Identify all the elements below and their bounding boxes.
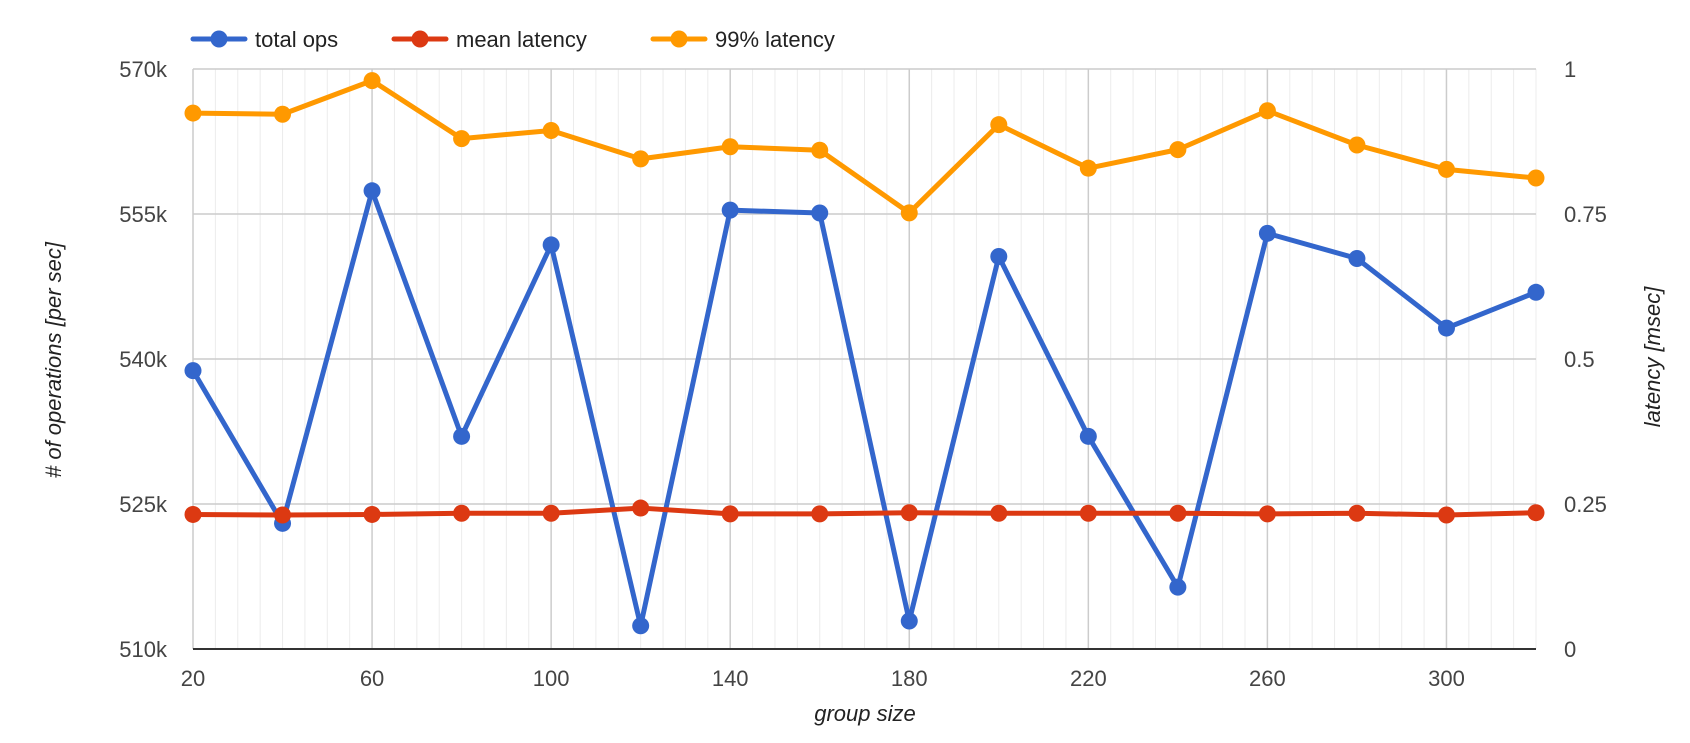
- x-tick-label: 300: [1428, 666, 1465, 691]
- data-point-total-ops: [184, 362, 202, 380]
- series-line-99-latency: [190, 78, 1539, 216]
- data-point-mean-latency: [1079, 504, 1097, 522]
- data-point-mean-latency: [721, 505, 739, 523]
- legend-label: total ops: [255, 27, 338, 52]
- series-line-mean-latency: [190, 505, 1539, 518]
- series-line-total-ops: [190, 188, 1539, 629]
- data-point-99-latency: [632, 150, 650, 168]
- data-point-mean-latency: [1437, 506, 1455, 524]
- legend-marker: [670, 30, 688, 48]
- legend-label: mean latency: [456, 27, 587, 52]
- data-point-99-latency: [1348, 136, 1366, 154]
- data-point-99-latency: [1527, 169, 1545, 187]
- y-axis-title: # of operations [per sec]: [41, 241, 66, 478]
- data-point-mean-latency: [1348, 504, 1366, 522]
- y-tick-label: 555k: [119, 202, 168, 227]
- data-point-mean-latency: [1169, 504, 1187, 522]
- series-layer: [184, 72, 1545, 635]
- legend-item-mean-latency: mean latency: [391, 27, 587, 52]
- grid-layer: [192, 68, 1537, 649]
- data-point-99-latency: [900, 204, 918, 222]
- y-tick-label: 570k: [119, 57, 168, 82]
- axis-layer: 20 60 100 140 180 220 260 300 510k 525k 540k 555k 57…: [119, 57, 1607, 691]
- legend-label: 99% latency: [715, 27, 835, 52]
- data-point-99-latency: [1169, 141, 1187, 159]
- y2-tick-label: 0.25: [1564, 492, 1607, 517]
- data-point-total-ops: [1527, 283, 1545, 301]
- data-point-total-ops: [721, 201, 739, 219]
- data-point-99-latency: [1258, 102, 1276, 120]
- y-tick-label: 540k: [119, 347, 168, 372]
- y2-tick-label: 1: [1564, 57, 1576, 82]
- legend-marker: [411, 30, 429, 48]
- data-point-99-latency: [363, 72, 381, 90]
- data-point-mean-latency: [990, 504, 1008, 522]
- data-point-mean-latency: [542, 504, 560, 522]
- data-point-mean-latency: [811, 505, 829, 523]
- data-point-99-latency: [542, 121, 560, 139]
- data-point-mean-latency: [274, 506, 292, 524]
- data-point-total-ops: [542, 236, 560, 254]
- data-point-mean-latency: [632, 499, 650, 517]
- y2-tick-label: 0: [1564, 637, 1576, 662]
- legend: total ops mean latency 99% latency: [190, 27, 835, 52]
- series-mean-latency: [184, 499, 1545, 524]
- data-point-mean-latency: [363, 505, 381, 523]
- x-tick-label: 260: [1249, 666, 1286, 691]
- x-tick-label: 220: [1070, 666, 1107, 691]
- x-axis-title: group size: [814, 701, 916, 726]
- data-point-99-latency: [274, 105, 292, 123]
- legend-item-total-ops: total ops: [190, 27, 338, 52]
- data-point-total-ops: [453, 427, 471, 445]
- legend-item-99-latency: 99% latency: [650, 27, 835, 52]
- data-point-mean-latency: [184, 505, 202, 523]
- data-point-total-ops: [363, 182, 381, 200]
- y2-tick-label: 0.5: [1564, 347, 1595, 372]
- data-point-99-latency: [721, 138, 739, 156]
- data-point-total-ops: [1437, 319, 1455, 337]
- y2-tick-label: 0.75: [1564, 202, 1607, 227]
- data-point-mean-latency: [1527, 504, 1545, 522]
- x-tick-label: 140: [712, 666, 749, 691]
- data-point-total-ops: [1079, 427, 1097, 445]
- x-tick-label: 60: [360, 666, 384, 691]
- x-tick-label: 100: [533, 666, 570, 691]
- data-point-total-ops: [1348, 249, 1366, 267]
- x-tick-label: 180: [891, 666, 928, 691]
- data-point-total-ops: [632, 617, 650, 635]
- data-point-total-ops: [990, 248, 1008, 266]
- data-point-99-latency: [990, 116, 1008, 134]
- data-point-total-ops: [900, 612, 918, 630]
- series-total-ops: [184, 182, 1545, 635]
- x-tick-label: 20: [181, 666, 205, 691]
- series-99-latency: [184, 72, 1545, 222]
- y2-axis-title: latency [msec]: [1640, 286, 1665, 427]
- data-point-99-latency: [184, 104, 202, 122]
- data-point-total-ops: [811, 204, 829, 222]
- legend-marker: [210, 30, 228, 48]
- y-tick-label: 510k: [119, 637, 168, 662]
- data-point-99-latency: [811, 141, 829, 159]
- data-point-total-ops: [1169, 578, 1187, 596]
- data-point-99-latency: [1079, 159, 1097, 177]
- data-point-mean-latency: [1258, 505, 1276, 523]
- data-point-99-latency: [1437, 160, 1455, 178]
- y-tick-label: 525k: [119, 492, 168, 517]
- data-point-total-ops: [1258, 224, 1276, 242]
- data-point-mean-latency: [900, 504, 918, 522]
- data-point-mean-latency: [453, 504, 471, 522]
- data-point-99-latency: [453, 130, 471, 148]
